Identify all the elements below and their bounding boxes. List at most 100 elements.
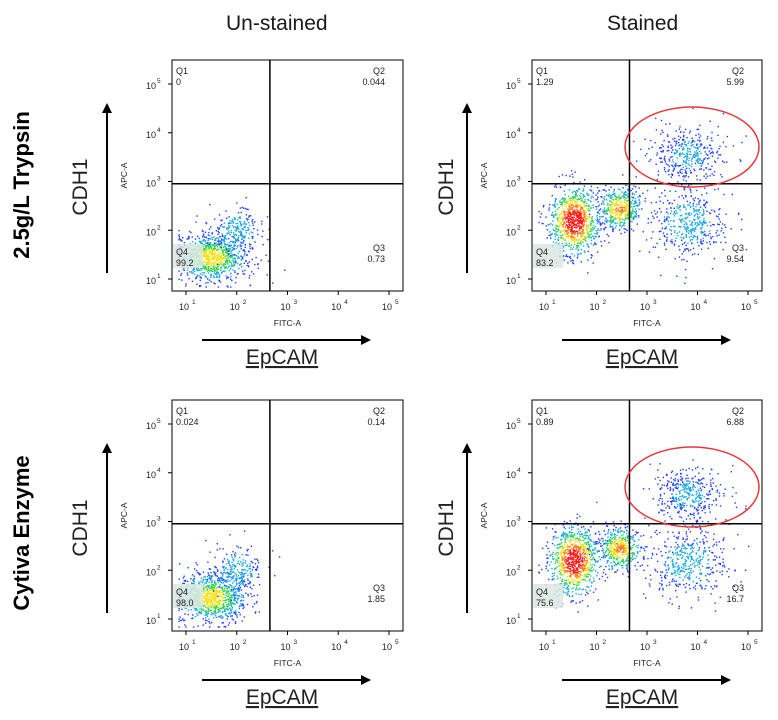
data-point <box>598 235 600 237</box>
data-point <box>672 213 675 215</box>
data-point <box>204 600 206 603</box>
data-point <box>682 136 685 138</box>
data-point <box>242 564 244 566</box>
data-point <box>724 224 726 226</box>
quadrant-value: 0 <box>176 77 181 87</box>
data-point <box>552 555 554 558</box>
data-point <box>202 246 204 248</box>
data-point <box>707 135 709 138</box>
data-point <box>691 137 693 140</box>
data-point <box>587 543 590 546</box>
data-point <box>723 161 725 164</box>
data-point <box>205 612 207 614</box>
data-point <box>682 179 685 181</box>
data-point <box>683 237 685 240</box>
data-point <box>686 223 688 225</box>
data-point <box>257 561 260 564</box>
data-point <box>676 212 678 214</box>
data-point <box>217 241 220 244</box>
data-point <box>615 218 617 220</box>
data-point <box>227 227 230 229</box>
data-point <box>708 157 710 159</box>
data-point <box>240 589 243 591</box>
data-point <box>207 253 209 255</box>
data-point <box>244 225 246 228</box>
data-point <box>666 239 668 241</box>
data-point <box>571 587 573 589</box>
data-point <box>679 164 682 167</box>
data-point <box>709 221 711 223</box>
data-point <box>690 213 693 215</box>
data-point <box>672 161 675 163</box>
data-point <box>574 239 577 242</box>
data-point <box>562 531 565 533</box>
data-point <box>589 235 591 237</box>
data-point <box>219 548 221 550</box>
data-point <box>671 151 673 153</box>
data-point <box>199 573 201 576</box>
data-point <box>635 201 637 203</box>
data-point <box>610 201 613 203</box>
data-point <box>238 235 240 237</box>
data-point <box>228 249 230 251</box>
data-point <box>217 595 219 598</box>
data-point <box>697 216 699 218</box>
data-point <box>213 584 215 586</box>
data-point <box>224 599 226 602</box>
data-point <box>579 222 581 224</box>
data-point <box>563 229 565 231</box>
data-point <box>207 586 210 588</box>
data-point <box>667 164 669 166</box>
data-point <box>593 236 595 238</box>
data-point <box>215 268 218 270</box>
data-point <box>699 216 701 218</box>
data-point <box>589 200 591 202</box>
data-point <box>252 248 254 250</box>
data-point <box>631 208 634 210</box>
data-point <box>568 200 571 202</box>
data-point <box>590 229 592 231</box>
data-point <box>639 201 641 204</box>
data-point <box>625 205 627 208</box>
data-point <box>684 212 687 215</box>
data-point <box>241 569 243 571</box>
data-point <box>624 231 626 233</box>
data-point <box>694 228 696 231</box>
data-point <box>579 212 581 215</box>
data-point <box>585 217 588 220</box>
data-point <box>237 597 240 599</box>
data-point <box>565 255 567 257</box>
data-point <box>699 220 701 222</box>
data-point <box>222 603 225 605</box>
data-point <box>673 219 675 222</box>
data-point <box>221 617 223 619</box>
data-point <box>619 222 621 224</box>
data-point <box>562 533 564 535</box>
data-point <box>689 220 691 222</box>
data-point <box>650 202 653 204</box>
data-point <box>629 211 632 214</box>
data-point <box>578 211 580 213</box>
data-point <box>568 223 571 225</box>
data-point <box>234 219 236 221</box>
quadrant-label: Q4 <box>176 247 188 257</box>
data-point <box>182 618 184 620</box>
data-point <box>238 582 240 584</box>
data-point <box>226 587 228 589</box>
data-point <box>237 546 240 549</box>
data-point <box>686 149 689 151</box>
x-tick-label: 10 <box>382 642 392 652</box>
data-point <box>234 588 236 590</box>
data-point <box>619 210 621 213</box>
data-point <box>227 255 229 257</box>
data-point <box>584 199 586 201</box>
data-point <box>573 561 576 563</box>
data-point <box>249 570 252 573</box>
data-point <box>687 142 689 144</box>
data-point <box>697 161 699 163</box>
data-point <box>581 224 583 226</box>
data-point <box>221 608 223 610</box>
data-point <box>202 580 204 582</box>
data-point <box>688 164 691 166</box>
data-point <box>207 607 209 609</box>
